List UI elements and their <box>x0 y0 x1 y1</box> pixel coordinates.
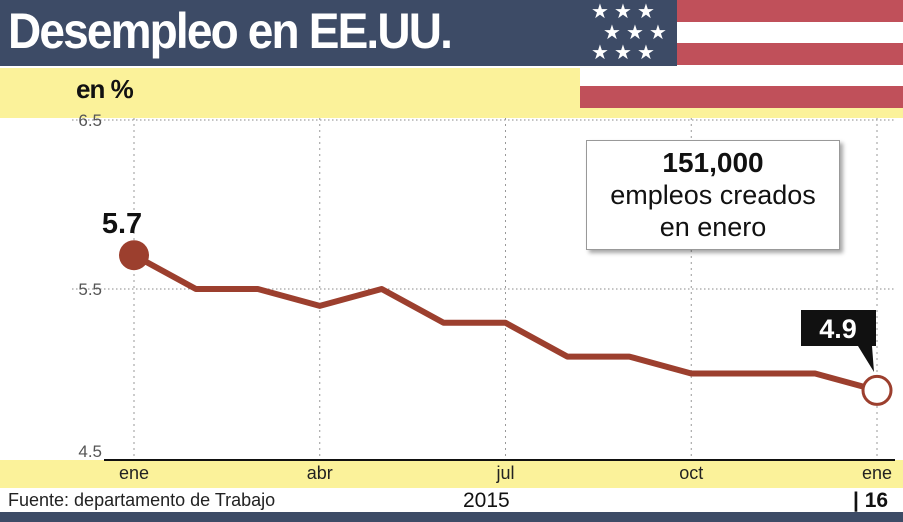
x-tick-label: ene <box>119 463 149 483</box>
star-icon: ★ <box>591 1 609 23</box>
flag-stripe <box>580 86 903 108</box>
star-icon: ★ <box>649 22 667 44</box>
year-label-16: | 16 <box>853 489 889 512</box>
ticks: 6.5 5.5 4.5 ene abr jul oct ene <box>78 111 892 483</box>
star-icon: ★ <box>626 22 644 44</box>
year-16-text: 16 <box>864 489 889 512</box>
us-flag-icon: ★ ★ ★★ ★ ★★ ★ ★ <box>580 0 903 108</box>
start-point <box>119 240 149 271</box>
x-axis-band <box>0 460 903 488</box>
chart-title: Desempleo en EE.UU. <box>8 3 453 59</box>
year-label-2015: 2015 <box>463 489 510 512</box>
y-axis-label: en % <box>76 74 134 104</box>
callout-line2: en enero <box>659 212 767 242</box>
callout-number: 151,000 <box>662 147 764 178</box>
flag-canton <box>580 0 677 66</box>
callout-line1: empleos creados <box>610 180 816 210</box>
series: 5.7 4.9 <box>102 208 893 406</box>
y-tick-label: 4.5 <box>78 442 102 461</box>
footer-bar <box>0 512 903 522</box>
star-icon: ★ <box>591 42 609 64</box>
y-tick-label: 5.5 <box>78 280 102 299</box>
end-label-bubble <box>801 310 876 372</box>
flag-stripe <box>677 43 903 65</box>
x-tick-label: oct <box>679 463 703 483</box>
y-tick-label: 6.5 <box>78 111 102 130</box>
star-icon: ★ <box>637 1 655 23</box>
x-tick-label: jul <box>495 463 514 483</box>
star-icon: ★ <box>637 42 655 64</box>
start-value-label: 5.7 <box>102 208 142 240</box>
x-tick-label: ene <box>862 463 892 483</box>
jobs-callout: 151,000 empleos creados en enero <box>586 140 840 250</box>
star-icon: ★ <box>603 22 621 44</box>
star-icon: ★ <box>614 1 632 23</box>
star-icon: ★ <box>614 42 632 64</box>
flag-stripe <box>677 0 903 22</box>
x-tick-label: abr <box>307 463 333 483</box>
end-value-label: 4.9 <box>819 314 857 344</box>
end-point <box>861 374 893 406</box>
source-note: Fuente: departamento de Trabajo <box>8 490 276 510</box>
